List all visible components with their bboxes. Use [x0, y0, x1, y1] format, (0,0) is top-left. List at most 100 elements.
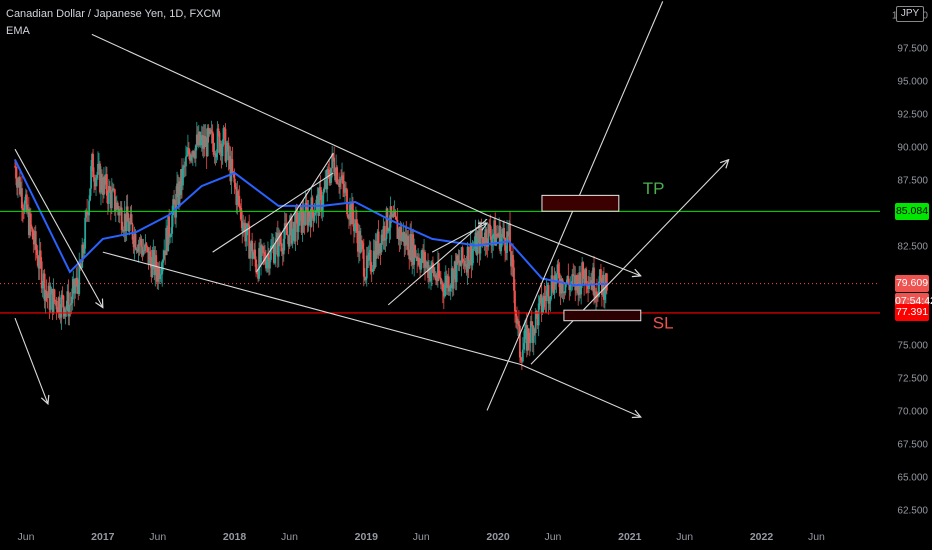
candle-body: [474, 232, 477, 248]
candle-body: [583, 276, 586, 284]
candle-body: [513, 267, 515, 291]
candle-body: [178, 181, 180, 205]
symbol-title[interactable]: Canadian Dollar / Japanese Yen, 1D, FXCM: [6, 8, 221, 20]
candle-body: [151, 256, 154, 277]
y-tick-label: 72.500: [897, 373, 928, 384]
candle-body: [85, 210, 88, 218]
x-tick-label: Jun: [544, 531, 561, 543]
candle-body: [423, 252, 425, 263]
candle-body: [500, 237, 503, 252]
candle-body: [371, 268, 374, 272]
candle-body: [519, 325, 521, 358]
candle-body: [431, 262, 433, 273]
candle-body: [312, 210, 315, 221]
candle-body: [340, 179, 342, 181]
candle-body: [216, 128, 219, 154]
currency-button[interactable]: JPY: [896, 6, 924, 22]
candle-body: [57, 297, 60, 313]
candle-body: [197, 131, 200, 146]
candle-body: [219, 143, 222, 153]
candle-body: [524, 325, 527, 329]
candle-body: [560, 278, 563, 294]
candle-body: [257, 272, 259, 279]
candle-body: [581, 262, 584, 285]
candle-body: [589, 282, 591, 284]
candle-body: [342, 175, 344, 185]
candle-body: [495, 233, 498, 246]
x-tick-label: Jun: [676, 531, 693, 543]
candle-body: [268, 253, 270, 269]
candle-body: [270, 245, 273, 247]
candle-body: [573, 275, 576, 277]
candle-body: [358, 231, 361, 253]
candle-body: [103, 176, 105, 195]
candle-body: [274, 238, 277, 255]
candle-body: [518, 320, 520, 326]
candle-body: [298, 211, 301, 226]
candle-body: [564, 283, 567, 293]
y-tick-label: 87.500: [897, 176, 928, 187]
candle-body: [395, 217, 398, 221]
candle-body: [528, 341, 531, 344]
candle-body: [314, 212, 317, 216]
candle-body: [521, 349, 524, 362]
y-tick-label: 67.500: [897, 439, 928, 450]
candle-body: [585, 268, 588, 284]
candle-body: [558, 273, 561, 288]
candle-body: [486, 244, 489, 247]
candle-body: [501, 233, 504, 238]
indicator-label[interactable]: EMA: [6, 25, 30, 37]
trendline: [14, 148, 103, 307]
candle-body: [485, 229, 488, 245]
candle-body: [435, 274, 437, 281]
candle-body: [382, 226, 385, 241]
candle-body: [21, 188, 23, 209]
x-tick-label: 2020: [486, 531, 510, 543]
candle-body: [278, 232, 281, 244]
trendline: [256, 152, 334, 273]
candle-body: [404, 233, 407, 246]
candle-body: [47, 285, 50, 298]
candle-body: [387, 230, 390, 232]
candle-body: [351, 201, 353, 225]
candle-body: [346, 189, 348, 215]
candle-body: [477, 231, 480, 238]
candle-body: [70, 303, 73, 305]
candle-body: [385, 208, 388, 239]
candle-body: [121, 230, 124, 232]
candle-body: [242, 225, 245, 232]
x-tick-label: 2018: [223, 531, 247, 543]
trendline: [486, 214, 641, 276]
candle-body: [325, 180, 328, 190]
trendline: [431, 223, 487, 253]
candle-body: [347, 214, 349, 218]
candle-body: [105, 174, 108, 196]
candle-body: [572, 274, 575, 277]
candle-body: [124, 213, 127, 232]
candle-body: [545, 290, 548, 301]
candle-body: [450, 268, 453, 285]
candle-body: [600, 269, 602, 279]
candle-body: [556, 264, 559, 275]
candle-body: [49, 294, 52, 310]
candle-body: [207, 127, 210, 134]
candle-body: [456, 255, 459, 264]
candle-body: [354, 219, 357, 225]
candle-body: [463, 260, 466, 267]
x-tick-label: 2022: [750, 531, 774, 543]
candle-body: [364, 278, 367, 281]
candle-body: [452, 269, 455, 289]
candle-body: [273, 254, 276, 263]
candle-body: [522, 343, 525, 350]
candle-body: [104, 176, 106, 185]
candle-body: [196, 134, 199, 146]
candle-body: [180, 169, 182, 196]
candle-body: [154, 255, 157, 276]
candle-body: [286, 234, 289, 236]
candle-body: [280, 243, 283, 252]
candle-body: [561, 278, 564, 294]
candle-body: [445, 275, 448, 288]
candle-body: [443, 284, 446, 297]
candle-body: [73, 279, 76, 294]
